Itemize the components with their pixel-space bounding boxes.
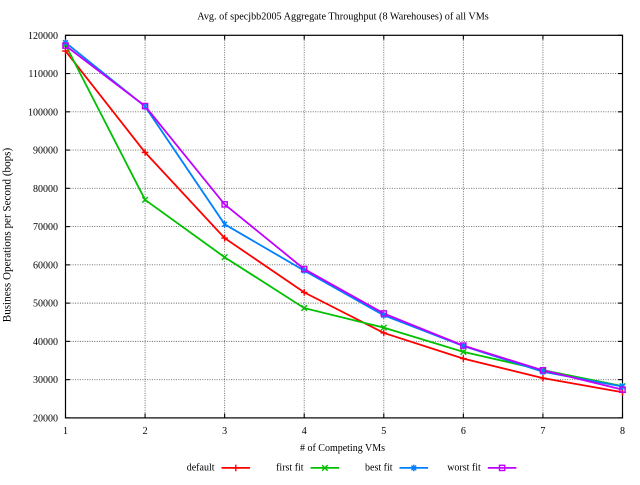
svg-text:first fit: first fit	[276, 463, 304, 474]
svg-text:100000: 100000	[28, 107, 58, 118]
svg-text:30000: 30000	[33, 375, 58, 386]
svg-text:Avg. of specjbb2005 Aggregate: Avg. of specjbb2005 Aggregate Throughput…	[197, 12, 489, 23]
svg-text:6: 6	[461, 426, 466, 437]
svg-text:3: 3	[222, 426, 227, 437]
svg-text:worst fit: worst fit	[447, 463, 481, 474]
svg-text:110000: 110000	[28, 69, 58, 80]
svg-text:best fit: best fit	[365, 463, 393, 474]
svg-text:8: 8	[620, 426, 625, 437]
svg-text:40000: 40000	[33, 337, 58, 348]
svg-text:20000: 20000	[33, 414, 58, 425]
svg-text:80000: 80000	[33, 184, 58, 195]
svg-text:4: 4	[302, 426, 307, 437]
svg-text:7: 7	[540, 426, 545, 437]
svg-text:1: 1	[63, 426, 68, 437]
svg-text:70000: 70000	[33, 222, 58, 233]
svg-text:50000: 50000	[33, 299, 58, 310]
svg-text:Business Operations per Second: Business Operations per Second (bops)	[2, 148, 14, 323]
svg-text:# of Competing VMs: # of Competing VMs	[300, 443, 385, 454]
svg-text:90000: 90000	[33, 146, 58, 157]
svg-text:60000: 60000	[33, 260, 58, 271]
svg-text:120000: 120000	[28, 31, 58, 42]
svg-text:default: default	[187, 463, 215, 474]
svg-text:5: 5	[381, 426, 386, 437]
svg-text:2: 2	[143, 426, 148, 437]
